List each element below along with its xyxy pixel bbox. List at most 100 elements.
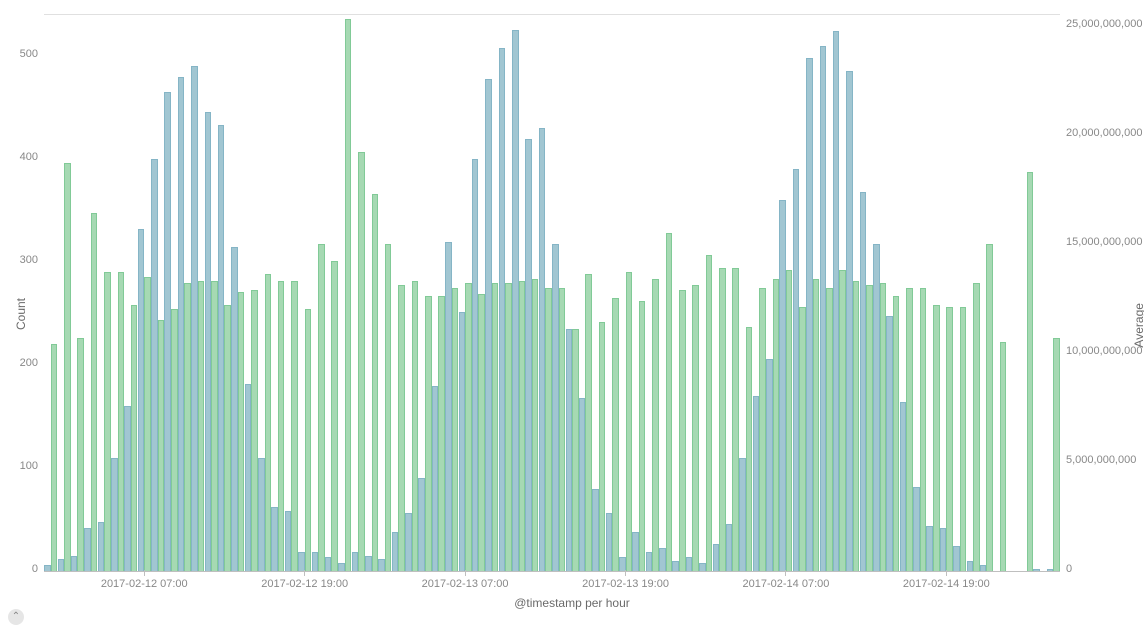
- bar-avg-ram[interactable]: [478, 294, 485, 571]
- bar-count[interactable]: [418, 478, 425, 571]
- bar-avg-ram[interactable]: [372, 194, 379, 571]
- bar-avg-ram[interactable]: [465, 283, 472, 571]
- bar-avg-ram[interactable]: [198, 281, 205, 571]
- bar-avg-ram[interactable]: [839, 270, 846, 571]
- bar-count[interactable]: [860, 192, 867, 571]
- bar-avg-ram[interactable]: [572, 329, 579, 571]
- bar-avg-ram[interactable]: [652, 279, 659, 571]
- bar-avg-ram[interactable]: [946, 307, 953, 571]
- bar-avg-ram[interactable]: [1027, 172, 1034, 571]
- bar-avg-ram[interactable]: [853, 281, 860, 571]
- x-axis-title-text: @timestamp per hour: [514, 596, 630, 610]
- bar-avg-ram[interactable]: [398, 285, 405, 571]
- bar-count[interactable]: [926, 526, 933, 571]
- bar-avg-ram[interactable]: [131, 305, 138, 571]
- bar-avg-ram[interactable]: [1000, 342, 1007, 571]
- bar-avg-ram[interactable]: [358, 152, 365, 571]
- bar-avg-ram[interactable]: [1053, 338, 1060, 571]
- bar-count[interactable]: [606, 513, 613, 571]
- bar-avg-ram[interactable]: [893, 296, 900, 571]
- bar-count[interactable]: [953, 546, 960, 571]
- bar-avg-ram[interactable]: [826, 288, 833, 571]
- bar-avg-ram[interactable]: [291, 281, 298, 571]
- bar-count[interactable]: [512, 30, 519, 571]
- bar-avg-ram[interactable]: [385, 244, 392, 571]
- bar-avg-ram[interactable]: [438, 296, 445, 571]
- bar-avg-ram[interactable]: [773, 279, 780, 571]
- bar-avg-ram[interactable]: [77, 338, 84, 571]
- bar-avg-ram[interactable]: [492, 283, 499, 571]
- bar-avg-ram[interactable]: [345, 19, 352, 571]
- bar-avg-ram[interactable]: [679, 290, 686, 571]
- bar-avg-ram[interactable]: [599, 322, 606, 571]
- bar-avg-ram[interactable]: [986, 244, 993, 571]
- bar-avg-ram[interactable]: [532, 279, 539, 571]
- bar-avg-ram[interactable]: [706, 255, 713, 571]
- bar-avg-ram[interactable]: [813, 279, 820, 571]
- bar-avg-ram[interactable]: [626, 272, 633, 571]
- bar-count[interactable]: [164, 92, 171, 571]
- bar-count[interactable]: [352, 552, 359, 571]
- bar-avg-ram[interactable]: [318, 244, 325, 571]
- bar-count[interactable]: [699, 563, 706, 571]
- bar-avg-ram[interactable]: [305, 309, 312, 571]
- bar-avg-ram[interactable]: [732, 268, 739, 571]
- bar-avg-ram[interactable]: [759, 288, 766, 571]
- bar-avg-ram[interactable]: [51, 344, 58, 571]
- bar-avg-ram[interactable]: [559, 288, 566, 571]
- bar-avg-ram[interactable]: [585, 274, 592, 571]
- bar-avg-ram[interactable]: [545, 288, 552, 571]
- bar-avg-ram[interactable]: [933, 305, 940, 571]
- bar-avg-ram[interactable]: [920, 288, 927, 571]
- bar-avg-ram[interactable]: [906, 288, 913, 571]
- bar-avg-ram[interactable]: [425, 296, 432, 571]
- bar-avg-ram[interactable]: [278, 281, 285, 571]
- bar-avg-ram[interactable]: [786, 270, 793, 571]
- bar-count[interactable]: [258, 458, 265, 571]
- bar-avg-ram[interactable]: [238, 292, 245, 571]
- bar-count[interactable]: [191, 66, 198, 571]
- plot-area[interactable]: [44, 14, 1060, 572]
- bar-avg-ram[interactable]: [184, 283, 191, 571]
- bar-count[interactable]: [766, 359, 773, 571]
- bar-avg-ram[interactable]: [412, 281, 419, 571]
- bar-avg-ram[interactable]: [251, 290, 258, 571]
- bar-avg-ram[interactable]: [265, 274, 272, 571]
- x-tick: [625, 570, 626, 576]
- bar-avg-ram[interactable]: [91, 213, 98, 571]
- bar-count[interactable]: [445, 242, 452, 571]
- bar-avg-ram[interactable]: [211, 281, 218, 571]
- y-left-tick-label: 300: [0, 254, 38, 266]
- bar-avg-ram[interactable]: [171, 309, 178, 571]
- bar-count[interactable]: [1047, 569, 1054, 571]
- bar-count[interactable]: [1033, 569, 1040, 571]
- bar-avg-ram[interactable]: [224, 305, 231, 571]
- y-axis-left-title: Count: [14, 298, 28, 330]
- bar-avg-ram[interactable]: [118, 272, 125, 571]
- bar-avg-ram[interactable]: [519, 281, 526, 571]
- bar-avg-ram[interactable]: [612, 298, 619, 571]
- bar-avg-ram[interactable]: [144, 277, 151, 571]
- bar-avg-ram[interactable]: [64, 163, 71, 571]
- scroll-hint-icon[interactable]: ⌃: [8, 609, 24, 625]
- bar-count[interactable]: [672, 561, 679, 571]
- bar-avg-ram[interactable]: [692, 285, 699, 571]
- bar-count[interactable]: [793, 169, 800, 571]
- bar-avg-ram[interactable]: [104, 272, 111, 571]
- bar-avg-ram[interactable]: [746, 327, 753, 571]
- bar-count[interactable]: [539, 128, 546, 571]
- bar-avg-ram[interactable]: [331, 261, 338, 571]
- bar-avg-ram[interactable]: [973, 283, 980, 571]
- bar-avg-ram[interactable]: [452, 288, 459, 571]
- bar-avg-ram[interactable]: [666, 233, 673, 571]
- bar-avg-ram[interactable]: [799, 307, 806, 571]
- bar-count[interactable]: [98, 522, 105, 571]
- bar-avg-ram[interactable]: [880, 283, 887, 571]
- bar-count[interactable]: [285, 511, 292, 571]
- bar-avg-ram[interactable]: [158, 320, 165, 571]
- bar-avg-ram[interactable]: [960, 307, 967, 571]
- bar-avg-ram[interactable]: [866, 285, 873, 571]
- bar-avg-ram[interactable]: [719, 268, 726, 571]
- bar-avg-ram[interactable]: [505, 283, 512, 571]
- bar-avg-ram[interactable]: [639, 301, 646, 571]
